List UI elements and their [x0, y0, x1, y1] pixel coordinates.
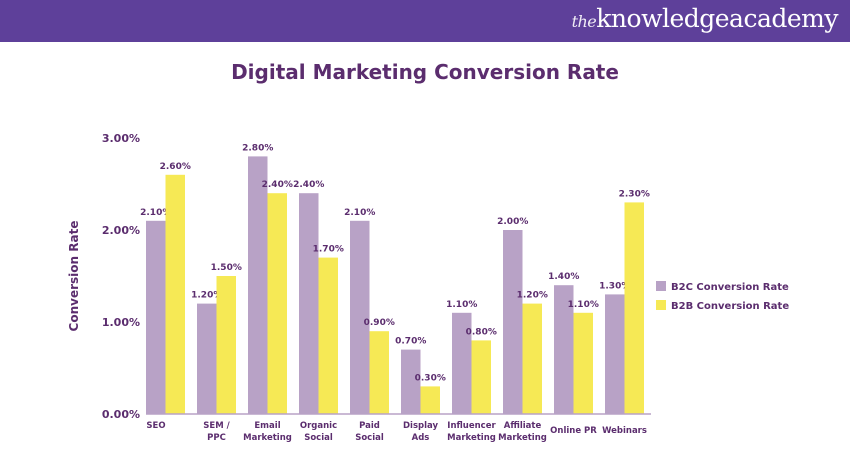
data-label: 0.70%	[395, 337, 426, 347]
data-label: 2.10%	[344, 208, 375, 218]
bar-b2b	[318, 257, 338, 414]
legend-swatch	[656, 300, 666, 310]
data-label: 1.10%	[568, 300, 599, 310]
x-tick-label: Social	[355, 433, 384, 443]
data-label: 1.10%	[446, 300, 477, 310]
data-label: 0.30%	[415, 373, 446, 383]
y-tick-label: 3.00%	[102, 132, 140, 145]
data-label: 2.40%	[293, 180, 324, 190]
x-tick-label: Influencer	[447, 421, 496, 431]
x-tick-label: Social	[304, 433, 333, 443]
bar-b2c	[401, 349, 421, 414]
data-label: 2.80%	[242, 143, 273, 153]
bar-b2b	[267, 193, 287, 414]
data-label: 2.00%	[497, 217, 528, 227]
bar-b2b	[165, 174, 185, 414]
x-tick-label: Email	[254, 421, 280, 431]
x-tick-label: Organic	[300, 421, 337, 431]
logo-main: knowledgeacademy	[596, 4, 838, 33]
bar-b2c	[554, 285, 574, 414]
legend-label: B2C Conversion Rate	[671, 282, 789, 293]
y-axis-label: Conversion Rate	[67, 221, 81, 332]
bar-b2c	[350, 220, 370, 414]
data-label: 1.40%	[548, 272, 579, 282]
bar-b2c	[146, 220, 166, 414]
bar-b2c	[197, 303, 217, 414]
data-label: 2.30%	[619, 189, 650, 199]
data-label: 0.90%	[364, 318, 395, 328]
data-label: 1.70%	[313, 245, 344, 255]
logo-prefix: the	[571, 12, 597, 31]
bar-b2c	[248, 156, 268, 414]
x-tick-label: SEM /	[203, 421, 230, 431]
x-tick-label: SEO	[146, 421, 165, 431]
data-label: 1.50%	[211, 263, 242, 273]
x-tick-label: Webinars	[602, 426, 647, 436]
chart-title: Digital Marketing Conversion Rate	[231, 60, 619, 84]
x-tick-label: Online PR	[550, 426, 597, 436]
x-tick-label: Marketing	[498, 433, 547, 443]
x-tick-label: Paid	[359, 421, 380, 431]
x-tick-label: Display	[403, 421, 439, 431]
x-tick-label: Marketing	[447, 433, 496, 443]
legend-label: B2B Conversion Rate	[671, 301, 789, 312]
bar-b2b	[420, 386, 440, 414]
x-tick-label: PPC	[207, 433, 226, 443]
bar-b2b	[522, 303, 542, 414]
y-tick-label: 1.00%	[102, 316, 140, 329]
logo: theknowledgeacademy	[571, 4, 839, 33]
data-label: 1.20%	[191, 291, 222, 301]
bar-b2c	[299, 193, 319, 414]
header-bar: theknowledgeacademy	[0, 0, 850, 42]
data-label: 1.30%	[599, 281, 630, 291]
bar-b2b	[369, 331, 389, 414]
data-label: 2.40%	[262, 180, 293, 190]
x-tick-label: Ads	[412, 433, 430, 443]
bar-b2c	[452, 312, 472, 414]
data-label: 0.80%	[466, 327, 497, 337]
bar-b2c	[503, 230, 523, 414]
data-label: 1.20%	[517, 291, 548, 301]
legend-swatch	[656, 281, 666, 291]
data-label: 2.60%	[160, 162, 191, 172]
y-tick-label: 2.00%	[102, 224, 140, 237]
bar-b2c	[605, 294, 625, 414]
y-tick-label: 0.00%	[102, 408, 140, 421]
x-tick-label: Marketing	[243, 433, 292, 443]
bar-b2b	[216, 276, 236, 414]
data-label: 2.10%	[140, 208, 171, 218]
bar-b2b	[573, 312, 593, 414]
bar-b2b	[471, 340, 491, 414]
bar-b2b	[624, 202, 644, 414]
x-tick-label: Affiliate	[504, 421, 542, 431]
